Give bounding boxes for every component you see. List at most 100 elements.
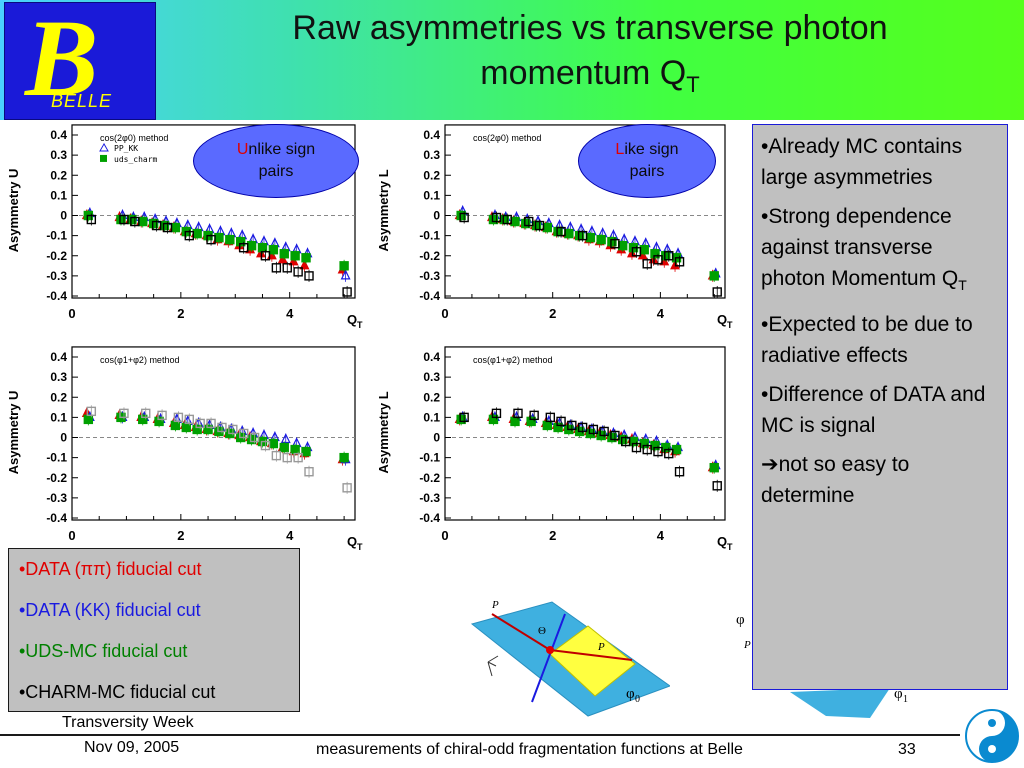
phi2-label: φ — [736, 612, 745, 628]
y-tick-label: -0.2 — [46, 249, 67, 263]
plane-diagram-partial: φ P φ 1 — [736, 612, 908, 718]
footer-conference: Transversity Week — [62, 714, 194, 731]
x-axis-label: Q — [347, 312, 357, 327]
y-tick-label: 0.2 — [50, 168, 67, 182]
x-tick-label: 2 — [177, 528, 184, 543]
method-annotation: cos(φ1+φ2) method — [100, 355, 179, 365]
plot-cosphi12-like: 0.40.30.20.10-0.1-0.2-0.3-0.40 2 4 Q TAsymme… — [376, 346, 733, 552]
y-axis-label: Asymmetry U — [6, 391, 21, 475]
unlike-line2: pairs — [258, 163, 294, 180]
legend-charm-mc: •CHARM-MC fiducial cut — [19, 682, 216, 702]
y-tick-label: -0.2 — [419, 249, 440, 263]
method-annotation: cos(2φ0) method — [473, 133, 541, 143]
legend-data-kk: •DATA (KK) fiducial cut — [19, 600, 201, 620]
p-h2-vector — [491, 613, 551, 651]
x-axis-label-sub: T — [727, 320, 733, 330]
y-tick-label: 0.4 — [423, 350, 440, 364]
footer-date: Nov 09, 2005 — [84, 739, 180, 756]
y-tick-label: -0.4 — [419, 511, 440, 525]
y-tick-label: -0.2 — [419, 471, 440, 485]
slide-title-line2-text: momentum Q — [480, 54, 687, 92]
y-tick-label: 0.2 — [50, 390, 67, 404]
title-banner: B BELLE Raw asymmetries vs transverse ph… — [0, 0, 1024, 120]
x-tick-label: 0 — [441, 528, 448, 543]
hadron-plane — [549, 625, 636, 697]
thrust-axis — [531, 613, 566, 703]
phi0-sub: 0 — [635, 694, 640, 705]
like-sign-bubble-text: Like sign pairs — [615, 139, 678, 183]
y-tick-label: 0.3 — [50, 148, 67, 162]
like-line2: pairs — [629, 163, 665, 180]
y-tick-label: 0.4 — [423, 128, 440, 142]
y-tick-label: 0.4 — [50, 350, 67, 364]
like-line1: ike sign — [624, 141, 679, 158]
y-axis-label: Asymmetry L — [376, 169, 391, 251]
inset-legend-label: PP_KK — [114, 144, 138, 153]
y-tick-label: 0.2 — [423, 168, 440, 182]
y-tick-label: -0.3 — [419, 491, 440, 505]
unlike-sign-bubble-text: Unlike sign pairs — [237, 139, 315, 183]
unlike-first-letter: U — [236, 141, 249, 158]
y-tick-label: 0.4 — [50, 128, 67, 142]
inset-legend-marker — [100, 154, 107, 162]
bullet-radiative: •Expected to be due to radiative effects — [761, 313, 973, 368]
slide-title-line1: Raw asymmetries vs transverse photon — [292, 9, 888, 47]
x-tick-label: 0 — [68, 306, 75, 321]
plot-cosphi12-unlike: 0.40.30.20.10-0.1-0.2-0.3-0.40 2 4 Q TAsymme… — [6, 346, 363, 552]
belle-logo: B BELLE — [4, 0, 156, 120]
like-first-letter: L — [615, 141, 625, 158]
bullet-not-easy-text: not so easy to determine — [761, 453, 910, 508]
y-tick-label: -0.4 — [46, 511, 67, 525]
y-tick-label: -0.3 — [46, 269, 67, 283]
inset-legend-label: uds_charm — [114, 155, 158, 164]
y-tick-label: -0.1 — [419, 451, 440, 465]
bullet-not-easy: ➔not so easy to determine — [753, 449, 1007, 511]
y-tick-label: 0.1 — [423, 410, 440, 424]
footer-page-number: 33 — [898, 741, 916, 758]
y-tick-label: 0.3 — [50, 370, 67, 384]
x-axis-label: Q — [717, 534, 727, 549]
x-axis-label-sub: T — [727, 542, 733, 552]
bullet-mc-asymmetries: •Already MC contains large asymmetries — [761, 135, 963, 189]
x-tick-label: 4 — [657, 528, 665, 543]
plane-diagram: P P Θ φ 0 — [470, 599, 670, 717]
arrow-icon: ➔ — [761, 453, 779, 477]
x-tick-label: 0 — [441, 306, 448, 321]
y-axis-label: Asymmetry L — [376, 391, 391, 473]
vertex-point — [546, 646, 554, 654]
belle-logo-b: B — [25, 0, 99, 119]
bullet-qt-dependence-text: •Strong dependence against transverse ph… — [761, 205, 959, 290]
phi0-label: φ — [626, 686, 635, 702]
bullet-qt-dependence: •Strong dependence against transverse ph… — [753, 201, 1007, 301]
y-tick-label: 0 — [433, 431, 440, 445]
legend-box: •DATA (ππ) fiducial cut •DATA (KK) fiduc… — [8, 548, 300, 712]
y-axis-label: Asymmetry U — [6, 169, 21, 253]
belle-logo-text: BELLE — [51, 91, 113, 111]
y-tick-label: 0 — [433, 209, 440, 223]
p-h1-vector — [549, 649, 633, 661]
x-tick-label: 0 — [68, 528, 75, 543]
theta-label: Θ — [538, 625, 546, 637]
y-tick-label: -0.1 — [46, 451, 67, 465]
y-tick-label: 0.2 — [423, 390, 440, 404]
p-partial-label: P — [743, 639, 751, 651]
x-tick-label: 4 — [286, 306, 294, 321]
y-tick-label: -0.4 — [46, 289, 67, 303]
x-tick-label: 2 — [549, 528, 556, 543]
y-tick-label: -0.3 — [46, 491, 67, 505]
footer-talk-title: measurements of chiral-odd fragmentation… — [316, 741, 743, 758]
legend-uds-mc: •UDS-MC fiducial cut — [19, 641, 188, 661]
slide-title-line2: momentum QT — [180, 51, 1000, 107]
inset-legend-marker — [99, 142, 109, 152]
y-tick-label: 0.1 — [50, 410, 67, 424]
legend-data-pipi: •DATA (ππ) fiducial cut — [19, 559, 202, 579]
unlike-line1: nlike sign — [248, 141, 316, 158]
y-tick-label: 0 — [60, 431, 67, 445]
phi1-label: φ — [894, 686, 903, 702]
y-tick-label: 0.3 — [423, 370, 440, 384]
like-sign-bubble: Like sign pairs — [578, 124, 716, 198]
slide-title-sub: T — [686, 72, 700, 97]
bullet-difference: •Difference of DATA and MC is signal — [761, 383, 986, 438]
p-h2-label: P — [491, 599, 499, 611]
y-tick-label: -0.4 — [419, 289, 440, 303]
